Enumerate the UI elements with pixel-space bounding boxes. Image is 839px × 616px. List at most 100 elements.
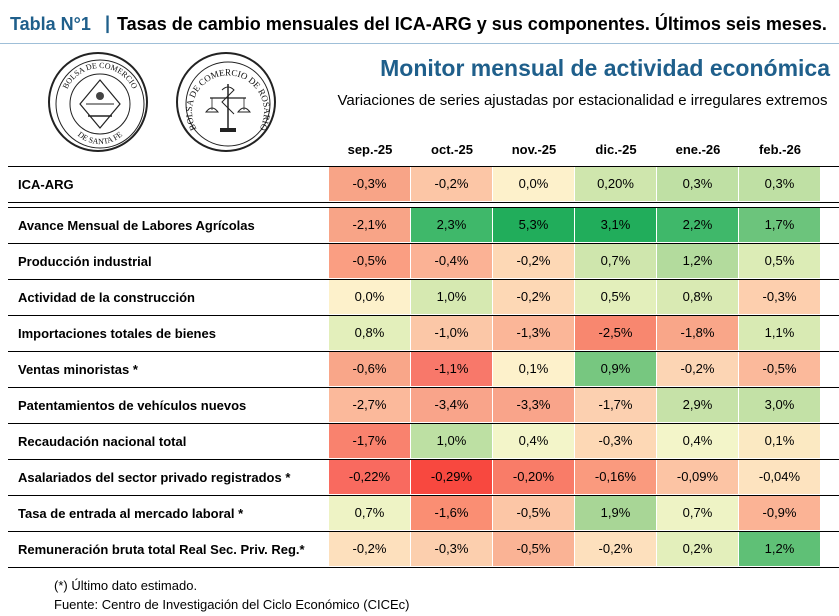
table-cell: -0,5% — [329, 244, 411, 278]
row-divider — [8, 423, 839, 424]
table-cell: -3,4% — [411, 388, 493, 422]
rosario-seal-logo: BOLSA DE COMERCIO DE ROSARIO — [176, 52, 276, 152]
row-divider — [8, 387, 839, 388]
table-cell: 0,7% — [329, 496, 411, 530]
table-cell: 0,0% — [329, 280, 411, 314]
footnote-source: Fuente: Centro de Investigación del Cicl… — [54, 597, 410, 612]
table-cell: -2,5% — [575, 316, 657, 350]
table-number: Tabla N°1 — [10, 14, 91, 34]
table-cell: 2,2% — [657, 208, 739, 242]
row-divider — [8, 207, 839, 208]
column-header: nov.-25 — [511, 142, 557, 157]
table-cell: -3,3% — [493, 388, 575, 422]
row-divider — [8, 166, 839, 167]
row-divider — [8, 243, 839, 244]
table-cell: 2,3% — [411, 208, 493, 242]
column-header: feb.-26 — [759, 142, 801, 157]
svg-text:DE SANTA FE: DE SANTA FE — [76, 130, 124, 146]
table-cell: -1,7% — [575, 388, 657, 422]
title-bar: Tabla N°1 | Tasas de cambio mensuales de… — [0, 0, 839, 44]
row-divider — [8, 459, 839, 460]
row-label: Asalariados del sector privado registrad… — [18, 470, 291, 485]
table-cell: -1,8% — [657, 316, 739, 350]
table-cell: -0,2% — [411, 167, 493, 201]
monitor-title: Monitor mensual de actividad económica — [380, 55, 830, 81]
table-cell: 0,3% — [657, 167, 739, 201]
table-cell: -0,3% — [329, 167, 411, 201]
table-cell: -0,3% — [411, 532, 493, 566]
table-cell: 1,0% — [411, 424, 493, 458]
table-cell: -0,5% — [739, 352, 821, 386]
santa-fe-seal-logo: BOLSA DE COMERCIO DE SANTA FE — [48, 52, 148, 152]
row-label: Producción industrial — [18, 254, 152, 269]
table-cell: 1,1% — [739, 316, 821, 350]
row-label: Tasa de entrada al mercado laboral * — [18, 506, 244, 521]
svg-text:BOLSA DE COMERCIO: BOLSA DE COMERCIO — [61, 61, 139, 91]
table-cell: -0,16% — [575, 460, 657, 494]
table-cell: -0,3% — [739, 280, 821, 314]
row-label: ICA-ARG — [18, 177, 74, 192]
table-cell: 3,0% — [739, 388, 821, 422]
table-cell: -0,2% — [657, 352, 739, 386]
table-cell: 1,2% — [739, 532, 821, 566]
column-header: oct.-25 — [431, 142, 473, 157]
row-label: Remuneración bruta total Real Sec. Priv.… — [18, 542, 305, 557]
row-divider — [8, 202, 839, 203]
table-cell: -1,1% — [411, 352, 493, 386]
table-cell: -2,1% — [329, 208, 411, 242]
row-divider — [8, 351, 839, 352]
row-divider — [8, 567, 839, 568]
table-cell: -0,2% — [493, 280, 575, 314]
table-cell: 5,3% — [493, 208, 575, 242]
table-cell: 0,2% — [657, 532, 739, 566]
table-cell: -0,3% — [575, 424, 657, 458]
table-cell: 0,8% — [329, 316, 411, 350]
footnote-estimated: (*) Último dato estimado. — [54, 578, 198, 593]
table-cell: -0,2% — [493, 244, 575, 278]
column-header: sep.-25 — [347, 142, 393, 157]
table-cell: -1,6% — [411, 496, 493, 530]
table-cell: -0,22% — [329, 460, 411, 494]
table-cell: -0,20% — [493, 460, 575, 494]
title-separator: | — [105, 13, 111, 33]
table-cell: -1,0% — [411, 316, 493, 350]
table-cell: -0,2% — [329, 532, 411, 566]
table-cell: 0,3% — [739, 167, 821, 201]
table-cell: 1,0% — [411, 280, 493, 314]
table-cell: 0,5% — [575, 280, 657, 314]
table-cell: 0,0% — [493, 167, 575, 201]
row-label: Avance Mensual de Labores Agrícolas — [18, 218, 255, 233]
table-cell: 1,2% — [657, 244, 739, 278]
row-divider — [8, 531, 839, 532]
row-divider — [8, 495, 839, 496]
row-label: Recaudación nacional total — [18, 434, 187, 449]
table-title: Tasas de cambio mensuales del ICA-ARG y … — [117, 14, 827, 34]
table-cell: -1,7% — [329, 424, 411, 458]
row-divider — [8, 315, 839, 316]
table-cell: -0,5% — [493, 532, 575, 566]
table-cell: 0,1% — [739, 424, 821, 458]
table-cell: 0,20% — [575, 167, 657, 201]
table-cell: 0,9% — [575, 352, 657, 386]
table-cell: -0,09% — [657, 460, 739, 494]
table-cell: -0,9% — [739, 496, 821, 530]
table-cell: 0,5% — [739, 244, 821, 278]
monitor-subtitle: Variaciones de series ajustadas por esta… — [337, 92, 828, 109]
table-cell: 3,1% — [575, 208, 657, 242]
table-cell: 1,7% — [739, 208, 821, 242]
table-cell: 0,4% — [657, 424, 739, 458]
table-cell: 2,9% — [657, 388, 739, 422]
row-label: Actividad de la construcción — [18, 290, 195, 305]
table-cell: -0,5% — [493, 496, 575, 530]
row-label: Ventas minoristas * — [18, 362, 138, 377]
table-cell: 0,1% — [493, 352, 575, 386]
table-cell: -2,7% — [329, 388, 411, 422]
table-cell: -0,29% — [411, 460, 493, 494]
row-divider — [8, 279, 839, 280]
row-label: Patentamientos de vehículos nuevos — [18, 398, 247, 413]
table-cell: 0,7% — [657, 496, 739, 530]
table-cell: 0,4% — [493, 424, 575, 458]
row-label: Importaciones totales de bienes — [18, 326, 216, 341]
table-cell: 0,8% — [657, 280, 739, 314]
table-cell: -0,4% — [411, 244, 493, 278]
